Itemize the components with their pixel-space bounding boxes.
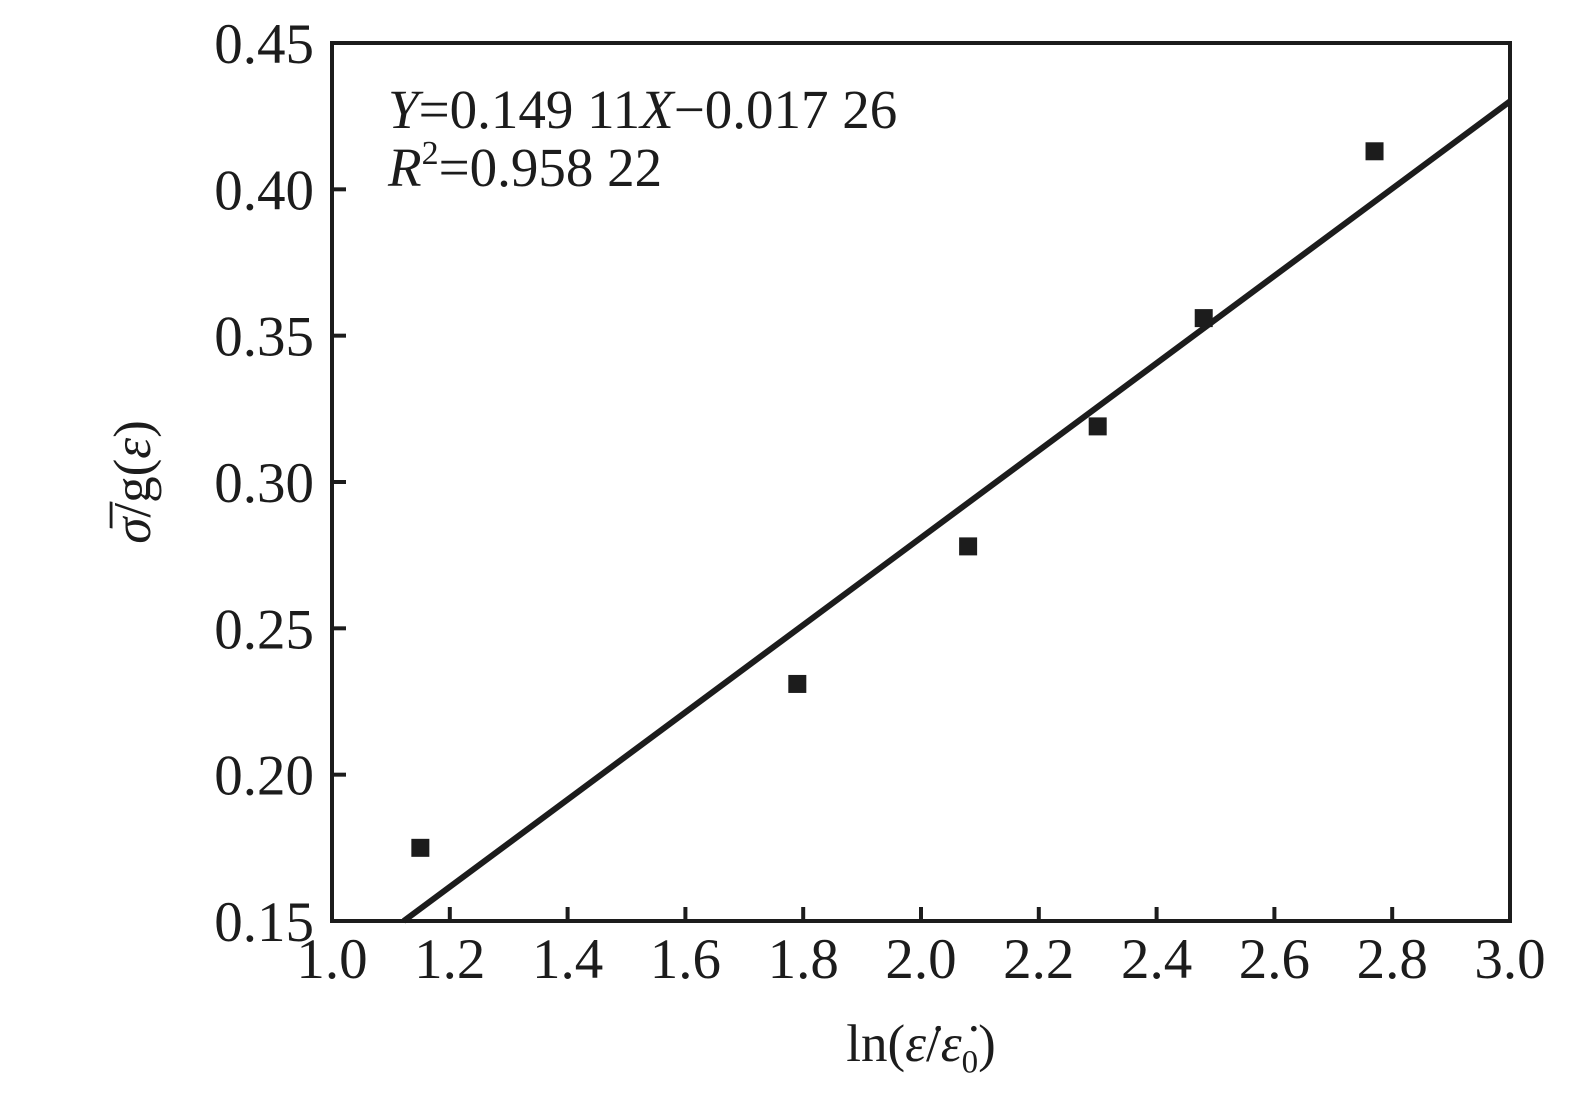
data-point <box>959 537 978 556</box>
x-tick-label: 2.2 <box>1003 928 1074 991</box>
x-tick-label: 2.4 <box>1121 928 1192 991</box>
scatter-chart: 1.0 1.2 1.4 1.6 1.8 2.0 2.2 2.4 2.6 2.8 3.0 0.15 0.2… <box>104 16 1546 1081</box>
x-tick-label: 1.2 <box>414 928 485 991</box>
data-point <box>1088 417 1107 436</box>
y-tick-label: 0.45 <box>214 16 314 76</box>
data-point <box>788 674 807 693</box>
x-tick-label: 2.8 <box>1357 928 1428 991</box>
data-point <box>1194 309 1213 328</box>
y-tick-label: 0.15 <box>214 891 314 954</box>
x-tick-label: 3.0 <box>1474 928 1545 991</box>
y-tick-label: 0.20 <box>214 745 314 808</box>
y-tick-label: 0.35 <box>214 306 314 369</box>
x-tick-label: 1.0 <box>296 928 367 991</box>
data-point <box>411 838 430 857</box>
x-tick-label: 1.4 <box>532 928 603 991</box>
y-tick-label: 0.40 <box>214 159 314 222</box>
x-axis-title: ln(ε̇/ε̇0) <box>846 1015 996 1081</box>
fit-line <box>401 98 1512 924</box>
y-axis-title: σ̅/g(ε) <box>104 420 162 544</box>
x-tick-label: 1.6 <box>650 928 721 991</box>
fit-equation: Y=0.149 11X−0.017 26 <box>388 79 897 140</box>
y-tick-label: 0.25 <box>214 598 314 661</box>
r-squared-value: R2=0.958 22 <box>387 135 662 198</box>
figure: 1.0 1.2 1.4 1.6 1.8 2.0 2.2 2.4 2.6 2.8 3.0 0.15 0.2… <box>40 16 1575 1095</box>
y-tick-label: 0.30 <box>214 452 314 515</box>
x-tick-label: 2.0 <box>885 928 956 991</box>
data-point <box>1365 142 1384 161</box>
x-tick-label: 2.6 <box>1239 928 1310 991</box>
x-tick-label: 1.8 <box>768 928 839 991</box>
